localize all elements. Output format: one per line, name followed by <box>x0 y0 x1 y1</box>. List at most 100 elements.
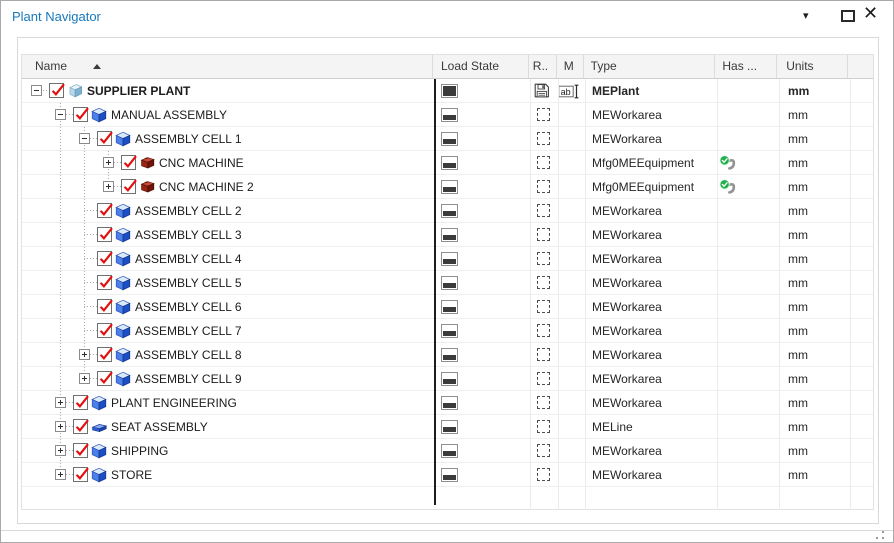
tree-guide-line <box>84 210 97 211</box>
tree-row[interactable]: SUPPLIER PLANT ab MEPlant mm <box>22 79 873 103</box>
tree-row[interactable]: CNC MACHINE 2 Mfg0MEEquipment mm <box>22 175 873 199</box>
type-cell: MEPlant <box>592 84 640 98</box>
resize-grip-icon[interactable] <box>882 531 884 533</box>
row-label: MANUAL ASSEMBLY <box>111 108 228 122</box>
row-label: ASSEMBLY CELL 2 <box>135 204 242 218</box>
row-checkbox[interactable] <box>121 155 137 170</box>
row-label: CNC MACHINE <box>159 156 244 170</box>
units-cell: mm <box>788 444 808 458</box>
tree-guide-line <box>60 343 61 367</box>
tree-row[interactable]: ASSEMBLY CELL 2 MEWorkarea mm <box>22 199 873 223</box>
tree-guide-line <box>84 234 97 235</box>
row-checkbox[interactable] <box>97 299 113 314</box>
row-checkbox[interactable] <box>73 443 89 458</box>
row-checkbox[interactable] <box>49 83 65 98</box>
row-checkbox[interactable] <box>73 467 89 482</box>
close-icon[interactable]: ✕ <box>863 3 879 23</box>
units-cell: mm <box>788 132 808 146</box>
tree-guide-line <box>84 175 85 199</box>
row-checkbox[interactable] <box>97 347 113 362</box>
row-checkbox[interactable] <box>73 419 89 434</box>
row-checkbox[interactable] <box>73 107 89 122</box>
not-loaded-dashed-icon <box>537 252 550 265</box>
row-checkbox[interactable] <box>97 203 113 218</box>
workarea-cube-icon <box>115 347 132 363</box>
tree-row[interactable]: PLANT ENGINEERING MEWorkarea mm <box>22 391 873 415</box>
row-label: STORE <box>111 468 153 482</box>
expand-plus-icon[interactable] <box>55 397 66 408</box>
tree-guide-line <box>84 199 85 223</box>
tree-guide-line <box>84 151 85 175</box>
column-header-type[interactable]: Type <box>584 55 716 78</box>
row-label: SHIPPING <box>111 444 169 458</box>
row-checkbox[interactable] <box>97 251 113 266</box>
column-header-load-state[interactable]: Load State <box>433 55 529 78</box>
tree-guide-line <box>84 354 97 355</box>
row-checkbox[interactable] <box>97 323 113 338</box>
expand-plus-icon[interactable] <box>55 469 66 480</box>
resize-grip-icon[interactable] <box>876 537 878 539</box>
tree-row[interactable]: CNC MACHINE Mfg0MEEquipment mm <box>22 151 873 175</box>
tree-row[interactable]: ASSEMBLY CELL 4 MEWorkarea mm <box>22 247 873 271</box>
row-checkbox[interactable] <box>73 395 89 410</box>
expand-plus-icon[interactable] <box>103 157 114 168</box>
not-loaded-dashed-icon <box>537 276 550 289</box>
table-body: SUPPLIER PLANT ab MEPlant mm MANUAL ASSEMBLY… <box>22 79 873 509</box>
tree-row[interactable]: ASSEMBLY CELL 5 MEWorkarea mm <box>22 271 873 295</box>
load-partial-icon <box>441 396 458 415</box>
window-menu-caret-icon[interactable]: ▾ <box>803 10 809 22</box>
tree-guide-line <box>84 247 85 271</box>
tree-guide-line <box>84 258 97 259</box>
tree-row[interactable]: ASSEMBLY CELL 8 MEWorkarea mm <box>22 343 873 367</box>
collapse-minus-icon[interactable] <box>79 133 90 144</box>
tree-row[interactable]: MANUAL ASSEMBLY MEWorkarea mm <box>22 103 873 127</box>
collapse-minus-icon[interactable] <box>31 85 42 96</box>
tree-guide-line <box>60 127 61 151</box>
type-cell: MEWorkarea <box>592 396 662 410</box>
expand-plus-icon[interactable] <box>79 349 90 360</box>
row-checkbox[interactable] <box>121 179 137 194</box>
row-checkbox[interactable] <box>97 227 113 242</box>
row-label: SEAT ASSEMBLY <box>111 420 208 434</box>
column-header-r[interactable]: R.. <box>529 55 557 78</box>
rename-icon: ab <box>558 84 580 104</box>
column-header-units[interactable]: Units <box>777 55 849 78</box>
expand-plus-icon[interactable] <box>55 421 66 432</box>
resize-grip-icon[interactable] <box>882 537 884 539</box>
expand-plus-icon[interactable] <box>103 181 114 192</box>
row-checkbox[interactable] <box>97 131 113 146</box>
units-cell: mm <box>788 396 808 410</box>
column-header-has[interactable]: Has ... <box>715 55 778 78</box>
tree-row[interactable]: ASSEMBLY CELL 9 MEWorkarea mm <box>22 367 873 391</box>
tree-guide-line <box>84 330 97 331</box>
expand-plus-icon[interactable] <box>55 445 66 456</box>
not-loaded-dashed-icon <box>537 396 550 409</box>
tree-row[interactable]: ASSEMBLY CELL 6 MEWorkarea mm <box>22 295 873 319</box>
row-label: ASSEMBLY CELL 1 <box>135 132 242 146</box>
tree-row[interactable]: SHIPPING MEWorkarea mm <box>22 439 873 463</box>
workarea-cube-icon <box>91 107 108 123</box>
column-header-name[interactable]: Name <box>22 55 433 78</box>
type-cell: MEWorkarea <box>592 204 662 218</box>
type-cell: MEWorkarea <box>592 348 662 362</box>
load-partial-icon <box>441 300 458 319</box>
tree-guide-line <box>60 151 61 175</box>
tree-row[interactable]: STORE MEWorkarea mm <box>22 463 873 487</box>
units-cell: mm <box>788 252 808 266</box>
workarea-cube-icon <box>115 371 132 387</box>
expand-plus-icon[interactable] <box>79 373 90 384</box>
tree-row[interactable]: SEAT ASSEMBLY MELine mm <box>22 415 873 439</box>
tree-row[interactable]: ASSEMBLY CELL 3 MEWorkarea mm <box>22 223 873 247</box>
type-cell: MELine <box>592 420 633 434</box>
row-label: SUPPLIER PLANT <box>87 84 191 98</box>
row-checkbox[interactable] <box>97 371 113 386</box>
collapse-minus-icon[interactable] <box>55 109 66 120</box>
tree-row[interactable]: ASSEMBLY CELL 7 MEWorkarea mm <box>22 319 873 343</box>
row-checkbox[interactable] <box>97 275 113 290</box>
tree-guide-line <box>84 138 97 139</box>
column-header-m[interactable]: M <box>557 55 584 78</box>
tree-table: Name Load State R.. M Type Has ... Units… <box>21 54 874 510</box>
type-cell: MEWorkarea <box>592 228 662 242</box>
tree-row[interactable]: ASSEMBLY CELL 1 MEWorkarea mm <box>22 127 873 151</box>
maximize-icon[interactable] <box>841 10 855 22</box>
